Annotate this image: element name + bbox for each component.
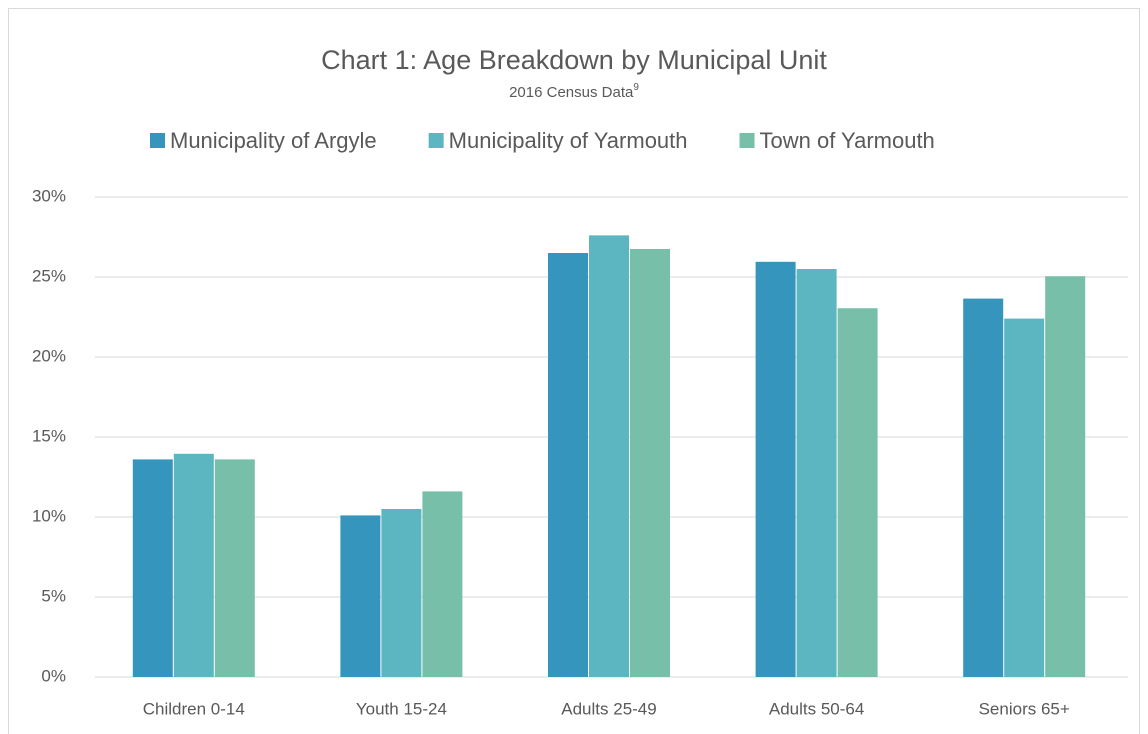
bar	[340, 515, 381, 677]
bar	[422, 491, 463, 677]
subtitle-footnote: 9	[633, 82, 639, 93]
chart-border	[8, 8, 1140, 734]
x-tick-label: Children 0-14	[143, 699, 245, 718]
bar	[755, 261, 796, 677]
bar	[173, 453, 214, 677]
y-tick-label: 30%	[32, 186, 66, 205]
bar	[381, 509, 422, 677]
y-tick-label: 25%	[32, 266, 66, 285]
bar	[214, 459, 255, 677]
y-tick-label: 15%	[32, 426, 66, 445]
x-tick-label: Adults 50-64	[769, 699, 864, 718]
y-tick-label: 5%	[41, 586, 66, 605]
bar	[837, 308, 878, 677]
bar	[1045, 276, 1086, 677]
legend-label: Municipality of Argyle	[170, 128, 377, 153]
subtitle-text: 2016 Census Data	[509, 84, 634, 101]
bar	[132, 459, 173, 677]
x-tick-label: Adults 25-49	[561, 699, 656, 718]
bar	[796, 269, 837, 677]
bar	[1004, 318, 1045, 677]
chart-subtitle: 2016 Census Data9	[509, 82, 639, 101]
legend-swatch	[739, 133, 755, 148]
x-tick-label: Youth 15-24	[356, 699, 447, 718]
legend-swatch	[150, 133, 165, 148]
chart-title: Chart 1: Age Breakdown by Municipal Unit	[321, 45, 827, 75]
y-tick-label: 20%	[32, 346, 66, 365]
bar	[589, 235, 629, 677]
bar	[630, 249, 670, 677]
legend-label: Municipality of Yarmouth	[449, 128, 688, 153]
legend-swatch	[428, 133, 444, 148]
legend-label: Town of Yarmouth	[760, 128, 935, 153]
y-tick-label: 0%	[41, 666, 66, 685]
y-tick-label: 10%	[32, 506, 66, 525]
bar	[548, 253, 588, 677]
x-tick-label: Seniors 65+	[979, 699, 1070, 718]
bar	[963, 298, 1004, 677]
